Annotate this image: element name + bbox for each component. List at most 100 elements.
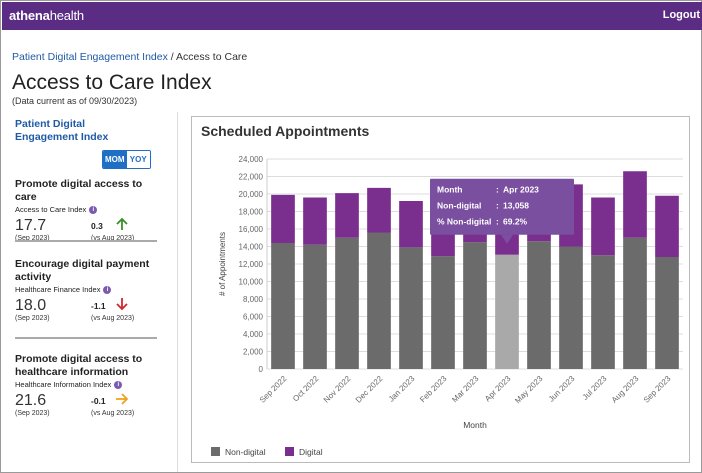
- metric-index-label: Healthcare Information Index: [15, 380, 112, 389]
- bar-non-digital: [367, 232, 391, 369]
- x-tick-label: Jul 2023: [581, 374, 609, 402]
- metric-change-period: (vs Aug 2023): [91, 235, 135, 242]
- tooltip-value: Apr 2023: [503, 185, 539, 195]
- sidebar: Patient Digital Engagement Index MOM YOY…: [2, 112, 168, 472]
- y-tick-label: 8,000: [243, 295, 264, 304]
- y-tick-label: 2,000: [243, 348, 264, 357]
- metric-change: -0.1: [91, 396, 106, 406]
- x-tick-label: Oct 2022: [291, 374, 321, 404]
- breadcrumb-current: Access to Care: [176, 51, 248, 63]
- bar-non-digital: [495, 254, 519, 369]
- x-tick-label: Aug 2023: [610, 374, 641, 405]
- metric-change: 0.3: [91, 221, 103, 231]
- chart-title: Scheduled Appointments: [201, 123, 370, 139]
- bar-non-digital: [431, 256, 455, 369]
- metric-value: 18.0: [15, 297, 47, 314]
- y-tick-label: 18,000: [239, 208, 264, 217]
- yoy-toggle-button[interactable]: YOY: [126, 151, 150, 168]
- metric-access-to-care: Promote digital access to care Access to…: [15, 178, 157, 249]
- x-axis-label: Month: [463, 420, 487, 430]
- bar-non-digital: [655, 257, 679, 369]
- bar-digital: [271, 194, 295, 243]
- y-tick-label: 12,000: [239, 260, 264, 269]
- bar-non-digital: [399, 247, 423, 369]
- legend-label-non-digital: Non-digital: [225, 447, 266, 457]
- breadcrumb-separator: /: [170, 51, 174, 63]
- info-icon[interactable]: i: [114, 380, 123, 389]
- sidebar-title-link[interactable]: Patient Digital Engagement Index: [15, 118, 109, 143]
- y-tick-label: 6,000: [243, 313, 264, 322]
- bar-non-digital: [527, 241, 551, 369]
- bar-digital: [303, 197, 327, 245]
- arrow-right-icon: [116, 393, 129, 405]
- metric-index-label: Healthcare Finance Index: [15, 285, 101, 294]
- metric-index-name: Healthcare Finance Index i: [15, 285, 157, 294]
- bar-non-digital: [335, 237, 359, 369]
- metric-divider: [15, 337, 157, 339]
- metric-value: 21.6: [15, 392, 47, 409]
- x-tick-label: Sep 2022: [258, 374, 289, 405]
- tooltip-separator: :: [496, 201, 499, 211]
- y-axis-label: # of Appointments: [218, 232, 227, 296]
- metric-value-period: (Sep 2023): [15, 410, 50, 417]
- x-tick-label: Jan 2023: [387, 374, 417, 404]
- metric-value-period: (Sep 2023): [15, 315, 50, 322]
- x-tick-label: Jun 2023: [547, 374, 577, 404]
- metric-change: -1.1: [91, 301, 106, 311]
- metric-index-name: Access to Care Index i: [15, 205, 157, 214]
- tooltip-value: 69.2%: [503, 217, 528, 227]
- metric-change-period: (vs Aug 2023): [91, 410, 135, 417]
- chart-card: Scheduled Appointments 0 2,000 4,000 6,000 8…: [191, 116, 690, 463]
- metric-healthcare-finance: Encourage digital payment activity Healt…: [15, 258, 157, 329]
- bar-digital: [335, 193, 359, 238]
- y-tick-label: 16,000: [239, 225, 264, 234]
- y-tick-label: 10,000: [239, 278, 264, 287]
- bar-digital: [399, 201, 423, 248]
- metric-title: Encourage digital payment activity: [15, 258, 150, 283]
- chart-panel: Scheduled Appointments 0 2,000 4,000 6,000 8…: [177, 112, 701, 472]
- bar-digital: [655, 195, 679, 257]
- x-tick-label: Sep 2023: [642, 374, 673, 405]
- metric-change-period: (vs Aug 2023): [91, 315, 135, 322]
- metric-values: 18.0 (Sep 2023) -1.1 (vs Aug 2023): [15, 297, 157, 329]
- x-tick-label: Apr 2023: [483, 374, 513, 404]
- y-tick-label: 4,000: [243, 330, 264, 339]
- info-icon[interactable]: i: [89, 205, 98, 214]
- bar-non-digital: [623, 237, 647, 369]
- tooltip-separator: :: [496, 217, 499, 227]
- logout-link[interactable]: Logout: [662, 9, 700, 21]
- metric-title: Promote digital access to care: [15, 178, 143, 203]
- metric-divider: [15, 240, 157, 242]
- bar-non-digital: [271, 243, 295, 369]
- mom-yoy-toggle: MOM YOY: [102, 150, 151, 169]
- page-title: Access to Care Index: [12, 71, 212, 94]
- metric-value-period: (Sep 2023): [15, 235, 50, 242]
- x-tick-label: Dec 2022: [354, 374, 385, 405]
- bar-non-digital: [463, 242, 487, 369]
- tooltip-box: [430, 178, 574, 235]
- athenahealth-logo[interactable]: athenahealth: [9, 8, 84, 23]
- metric-index-name: Healthcare Information Index i: [15, 380, 157, 389]
- data-current-note: (Data current as of 09/30/2023): [12, 96, 138, 106]
- y-tick-label: 14,000: [239, 243, 264, 252]
- legend-label-digital: Digital: [299, 447, 323, 457]
- breadcrumb-parent-link[interactable]: Patient Digital Engagement Index: [12, 51, 168, 63]
- mom-toggle-button[interactable]: MOM: [103, 151, 127, 168]
- bar-digital: [591, 197, 615, 256]
- bar-digital: [367, 187, 391, 233]
- metric-values: 17.7 (Sep 2023) 0.3 (vs Aug 2023): [15, 217, 157, 249]
- info-icon[interactable]: i: [103, 285, 112, 294]
- legend-swatch-digital: [285, 447, 294, 456]
- scheduled-appointments-chart: 0 2,000 4,000 6,000 8,000 10,000 12,000 14,000 1…: [211, 155, 683, 457]
- bar-digital: [623, 171, 647, 238]
- tooltip-label: % Non-digital: [437, 217, 491, 227]
- metric-values: 21.6 (Sep 2023) -0.1 (vs Aug 2023): [15, 392, 157, 424]
- top-bar: athenahealth Logout: [2, 2, 702, 30]
- tooltip-separator: :: [496, 185, 499, 195]
- y-tick-label: 20,000: [239, 190, 264, 199]
- tooltip-label: Non-digital: [437, 201, 481, 211]
- x-tick-label: May 2023: [513, 374, 545, 406]
- bar-non-digital: [303, 244, 327, 369]
- metric-index-label: Access to Care Index: [15, 205, 87, 214]
